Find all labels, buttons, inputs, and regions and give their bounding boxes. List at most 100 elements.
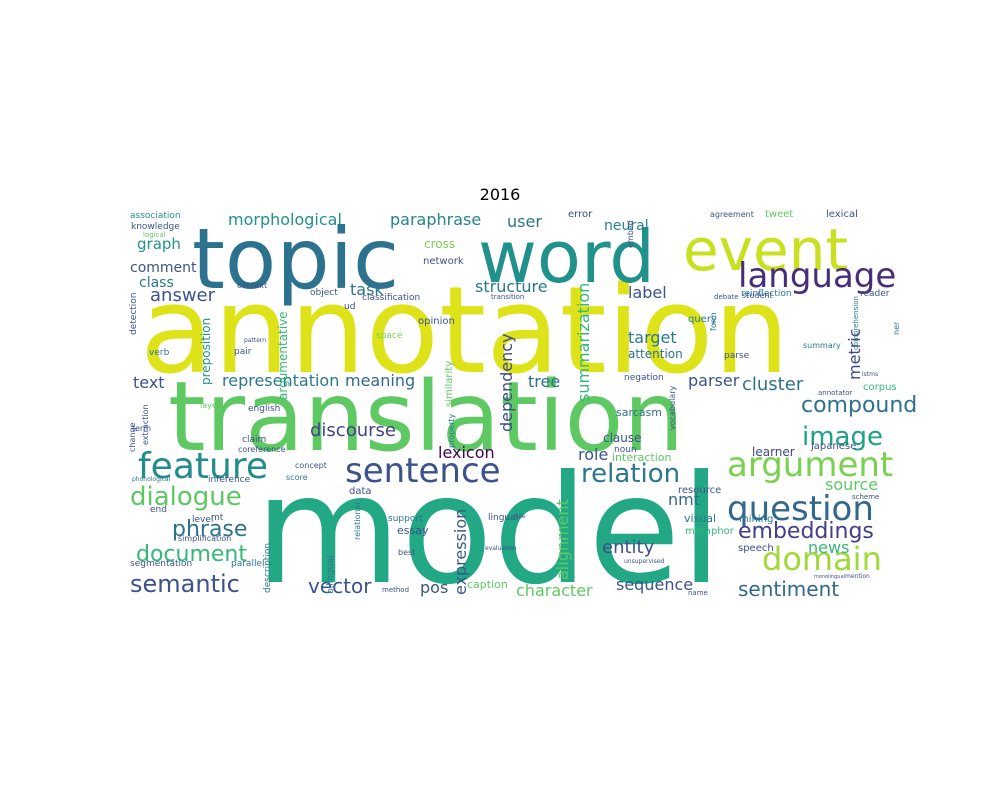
- word-representation: representation: [222, 371, 339, 390]
- word-detection: detection: [129, 292, 139, 335]
- word-nmt: nmt: [668, 490, 700, 509]
- word-context: context: [237, 281, 267, 290]
- word-concept: concept: [295, 461, 327, 470]
- word-target: target: [628, 328, 677, 347]
- word-monolingual: monolingual: [814, 574, 845, 580]
- word-debate: debate: [714, 293, 739, 301]
- word-task: task: [350, 280, 384, 299]
- word-mention: mention: [845, 573, 870, 580]
- word-form: form: [709, 312, 718, 331]
- word-dependency: dependency: [497, 333, 516, 432]
- word-vector: vector: [308, 574, 372, 598]
- word-compound: compound: [801, 393, 917, 418]
- word-summarization: summarization: [574, 283, 593, 402]
- word-structure: structure: [475, 277, 548, 296]
- word-essay: essay: [397, 524, 429, 537]
- word-word: word: [478, 215, 655, 299]
- word-reinflection: reinflection: [741, 289, 792, 299]
- word-end: end: [150, 505, 167, 515]
- word-support: support: [388, 514, 423, 524]
- word-sentiment: sentiment: [738, 577, 839, 601]
- word-layer: layer: [200, 401, 221, 410]
- word-comprehension: comprehension: [852, 296, 860, 350]
- word-classification: classification: [362, 293, 420, 303]
- word-label: label: [628, 283, 667, 302]
- word-vocabulary: vocabulary: [668, 386, 677, 430]
- word-object: object: [310, 288, 338, 298]
- word-tree: tree: [528, 372, 560, 391]
- word-reader: reader: [860, 289, 890, 299]
- word-opinion: opinion: [418, 316, 455, 327]
- word-segmentation: segmentation: [130, 559, 192, 569]
- word-news: news: [808, 538, 849, 557]
- word-sarcasm: sarcasm: [616, 406, 662, 419]
- word-cross: cross: [424, 237, 455, 251]
- word-event: event: [683, 216, 848, 284]
- word-simplification: simplification: [178, 534, 231, 543]
- word-network: network: [423, 256, 464, 267]
- word-relation: relation: [581, 459, 680, 489]
- word-language: language: [738, 256, 896, 296]
- word-ud: ud: [344, 302, 355, 312]
- word-claim: claim: [242, 435, 266, 445]
- word-best: best: [398, 548, 415, 557]
- word-verb: verb: [149, 348, 170, 358]
- word-mt: mt: [211, 513, 224, 523]
- word-change: change: [128, 422, 137, 452]
- word-transition: transition: [491, 293, 524, 301]
- word-property: property: [447, 413, 456, 448]
- word-term: term: [132, 424, 151, 433]
- word-pattern: pattern: [244, 337, 266, 344]
- word-ner: ner: [892, 321, 901, 335]
- word-mining: mining: [739, 514, 773, 525]
- word-visual: visual: [684, 512, 716, 525]
- word-character: character: [516, 581, 593, 600]
- word-knowledge: knowledge: [131, 222, 180, 232]
- word-text: text: [133, 373, 165, 392]
- word-score: score: [286, 473, 308, 482]
- word-speech: speech: [738, 543, 774, 554]
- word-feature: feature: [138, 446, 268, 487]
- word-phrase: phrase: [172, 517, 247, 542]
- word-paraphrase: paraphrase: [390, 210, 481, 229]
- word-comment: comment: [130, 260, 197, 276]
- word-class: class: [139, 275, 174, 291]
- word-level: level: [192, 515, 213, 525]
- word-inference: inference: [208, 475, 251, 485]
- word-answer: answer: [150, 285, 216, 306]
- word-japanese: japanese: [810, 441, 856, 452]
- word-embeddings: embeddings: [738, 519, 874, 544]
- word-tweet: tweet: [765, 209, 793, 220]
- word-cluster: cluster: [742, 374, 804, 395]
- word-method: method: [382, 586, 409, 594]
- word-expression: expression: [451, 509, 470, 595]
- word-parallel: parallel: [231, 559, 264, 569]
- word-discourse: discourse: [310, 420, 396, 441]
- word-clause: clause: [603, 431, 642, 445]
- word-evaluation: evaluation: [485, 545, 517, 552]
- word-unsupervised: unsupervised: [624, 558, 665, 565]
- word-negation: negation: [624, 373, 664, 383]
- word-parse: parse: [724, 351, 750, 361]
- word-query: query: [688, 314, 717, 325]
- word-meaning: meaning: [345, 371, 415, 390]
- word-description: description: [263, 543, 273, 593]
- word-caption: caption: [467, 578, 508, 591]
- word-rule: rule: [514, 513, 526, 520]
- word-pair: pair: [234, 347, 252, 357]
- word-sequence: sequence: [616, 575, 693, 594]
- word-user: user: [507, 212, 542, 231]
- word-source: source: [825, 475, 878, 494]
- word-attention: attention: [628, 347, 683, 361]
- word-translation: translation: [168, 361, 684, 473]
- word-role: role: [578, 445, 608, 464]
- word-corpus: corpus: [863, 382, 897, 393]
- word-neural: neural: [604, 218, 649, 234]
- word-metaphor: metaphor: [685, 526, 735, 537]
- word-lexical: lexical: [826, 209, 858, 220]
- word-bilingual: bilingual: [326, 556, 336, 594]
- word-dialogue: dialogue: [130, 482, 242, 512]
- word-argumentative: argumentative: [276, 311, 290, 400]
- word-preposition: preposition: [199, 318, 213, 385]
